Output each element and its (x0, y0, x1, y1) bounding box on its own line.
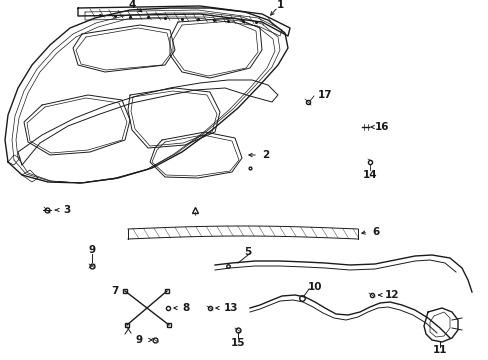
Text: 6: 6 (371, 227, 379, 237)
Text: 5: 5 (244, 247, 251, 257)
Text: 9: 9 (88, 245, 95, 255)
Text: 13: 13 (224, 303, 238, 313)
Text: 10: 10 (307, 282, 322, 292)
Text: 1: 1 (276, 0, 283, 10)
Text: 9: 9 (136, 335, 142, 345)
Text: 7: 7 (111, 286, 119, 296)
Text: 4: 4 (128, 0, 135, 10)
Text: 3: 3 (63, 205, 70, 215)
Text: 11: 11 (432, 345, 447, 355)
Text: 15: 15 (230, 338, 245, 348)
Text: 12: 12 (384, 290, 399, 300)
Text: 2: 2 (262, 150, 269, 160)
Text: 8: 8 (182, 303, 189, 313)
Text: 17: 17 (317, 90, 332, 100)
Text: 14: 14 (362, 170, 377, 180)
Text: 16: 16 (374, 122, 389, 132)
